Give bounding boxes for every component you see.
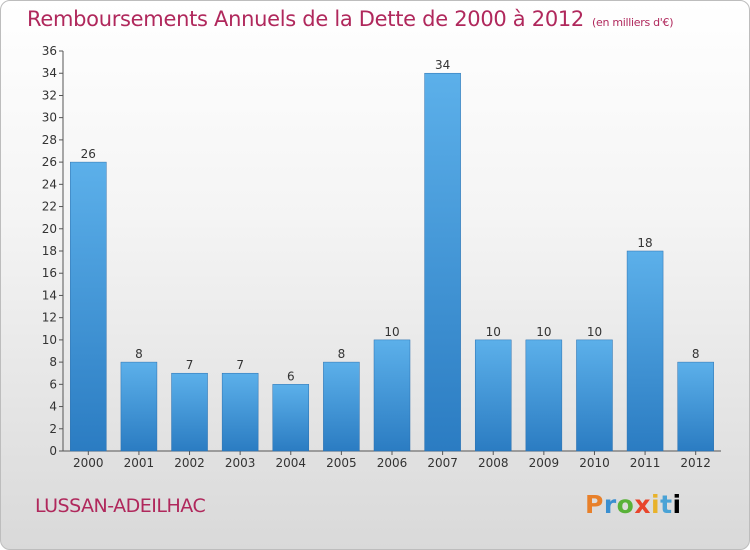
x-tick-label-2006: 2006 [377, 456, 408, 470]
x-tick-label-2000: 2000 [73, 456, 104, 470]
y-tick-label: 30 [42, 111, 57, 125]
bar-2010 [576, 339, 613, 452]
bar-2003 [221, 372, 259, 452]
x-tick-label-2007: 2007 [427, 456, 458, 470]
chart-title-text: Remboursements Annuels de la Dette de 20… [27, 7, 584, 31]
data-label-2004: 6 [287, 369, 295, 383]
bar-2001 [120, 361, 158, 452]
y-tick-label: 14 [42, 288, 57, 302]
chart-unit: (en milliers d'€) [592, 16, 674, 29]
y-tick-label: 26 [42, 155, 57, 169]
data-label-2000: 26 [81, 147, 96, 161]
data-label-2009: 10 [536, 325, 551, 339]
chart-title: Remboursements Annuels de la Dette de 20… [27, 7, 673, 31]
data-label-2002: 7 [186, 358, 194, 372]
y-tick-label: 20 [42, 222, 57, 236]
data-label-2010: 10 [587, 325, 602, 339]
data-label-2011: 18 [637, 236, 652, 250]
bar-2012 [677, 361, 714, 452]
data-label-2008: 10 [486, 325, 501, 339]
x-tick-label-2005: 2005 [326, 456, 357, 470]
y-tick-label: 24 [42, 177, 57, 191]
bar-2011 [626, 250, 664, 452]
bar-2009 [525, 339, 563, 452]
y-tick-label: 32 [42, 88, 57, 102]
data-label-2005: 8 [338, 347, 346, 361]
data-label-2006: 10 [384, 325, 399, 339]
y-tick-label: 4 [49, 400, 57, 414]
town-name: LUSSAN-ADEILHAC [35, 495, 206, 517]
data-label-2001: 8 [135, 347, 143, 361]
y-tick-label: 8 [49, 355, 57, 369]
bar-2002 [171, 372, 208, 452]
bar-2008 [474, 339, 512, 452]
y-tick-label: 12 [42, 311, 57, 325]
x-tick-label-2012: 2012 [680, 456, 711, 470]
y-tick-label: 6 [49, 377, 57, 391]
x-tick-label-2003: 2003 [225, 456, 256, 470]
chart-bars: 26 8 7 7 6 8 10 34 10 10 10 18 8 [70, 58, 714, 452]
y-tick-label: 18 [42, 244, 57, 258]
bar-2000 [70, 161, 107, 452]
y-tick-label: 36 [42, 44, 57, 58]
y-tick-label: 22 [42, 200, 57, 214]
x-tick-label-2010: 2010 [579, 456, 610, 470]
proxiti-logo: Proxiti [585, 490, 682, 519]
data-label-2003: 7 [236, 358, 244, 372]
x-tick-label-2008: 2008 [478, 456, 509, 470]
y-tick-label: 28 [42, 133, 57, 147]
bar-2004 [272, 384, 310, 452]
y-tick-label: 34 [42, 66, 57, 80]
data-label-2007: 34 [435, 58, 450, 72]
x-tick-label-2001: 2001 [124, 456, 155, 470]
bar-2006 [373, 339, 411, 452]
x-tick-label-2004: 2004 [275, 456, 306, 470]
y-tick-label: 10 [42, 333, 57, 347]
y-tick-label: 2 [49, 422, 57, 436]
x-tick-label-2011: 2011 [630, 456, 661, 470]
x-tick-label-2009: 2009 [529, 456, 560, 470]
y-tick-label: 0 [49, 444, 57, 458]
y-tick-label: 16 [42, 266, 57, 280]
bar-2007 [424, 72, 461, 452]
bar-2005 [323, 361, 360, 452]
data-label-2012: 8 [692, 347, 700, 361]
x-tick-label-2002: 2002 [174, 456, 205, 470]
